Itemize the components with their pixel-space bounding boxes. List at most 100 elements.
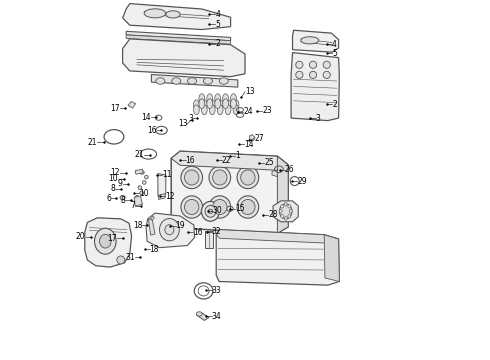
Text: 22: 22	[221, 156, 231, 165]
Ellipse shape	[95, 228, 116, 254]
Ellipse shape	[165, 225, 174, 235]
Ellipse shape	[185, 170, 199, 185]
Ellipse shape	[99, 234, 111, 248]
Text: 30: 30	[213, 206, 222, 215]
Ellipse shape	[237, 166, 259, 189]
Polygon shape	[128, 102, 136, 108]
Ellipse shape	[222, 94, 228, 104]
Ellipse shape	[225, 100, 231, 110]
Text: 31: 31	[125, 253, 135, 262]
Polygon shape	[151, 75, 238, 87]
Ellipse shape	[209, 157, 213, 161]
Ellipse shape	[194, 100, 199, 110]
Ellipse shape	[207, 99, 213, 109]
Ellipse shape	[144, 9, 166, 18]
Polygon shape	[126, 35, 231, 44]
Text: 5: 5	[216, 20, 220, 29]
Ellipse shape	[296, 61, 303, 68]
Ellipse shape	[233, 105, 239, 115]
Ellipse shape	[140, 171, 144, 174]
Ellipse shape	[172, 78, 181, 84]
Ellipse shape	[209, 166, 231, 189]
Polygon shape	[196, 312, 209, 320]
Ellipse shape	[209, 196, 231, 218]
Ellipse shape	[199, 99, 205, 109]
Text: 19: 19	[175, 221, 185, 230]
Ellipse shape	[194, 105, 199, 115]
Polygon shape	[272, 169, 285, 177]
Text: 17: 17	[108, 234, 117, 243]
Ellipse shape	[185, 199, 199, 215]
Text: 15: 15	[235, 204, 245, 213]
Text: 32: 32	[212, 228, 221, 237]
Polygon shape	[122, 39, 245, 77]
Text: 13: 13	[245, 87, 255, 96]
Ellipse shape	[288, 204, 291, 208]
Polygon shape	[146, 213, 195, 248]
Polygon shape	[216, 230, 339, 243]
Text: 12: 12	[165, 192, 174, 201]
Ellipse shape	[289, 210, 292, 213]
Ellipse shape	[241, 199, 255, 215]
Ellipse shape	[138, 201, 142, 204]
Text: 8: 8	[121, 196, 125, 204]
Ellipse shape	[138, 186, 142, 189]
Ellipse shape	[201, 202, 220, 221]
Ellipse shape	[201, 105, 207, 115]
Text: 16: 16	[193, 228, 202, 237]
Ellipse shape	[160, 219, 179, 241]
Ellipse shape	[208, 209, 213, 213]
Polygon shape	[151, 216, 154, 221]
Ellipse shape	[201, 100, 207, 110]
Text: 12: 12	[111, 168, 120, 177]
Text: 2: 2	[216, 40, 220, 49]
Ellipse shape	[222, 99, 228, 109]
Ellipse shape	[281, 215, 284, 218]
Ellipse shape	[156, 78, 165, 84]
Ellipse shape	[207, 94, 213, 104]
Polygon shape	[293, 30, 339, 52]
Ellipse shape	[279, 210, 282, 213]
Text: 14: 14	[244, 140, 253, 149]
Text: 21: 21	[88, 138, 98, 147]
Ellipse shape	[231, 99, 236, 109]
Ellipse shape	[323, 71, 330, 78]
Ellipse shape	[288, 215, 291, 218]
Ellipse shape	[166, 11, 180, 18]
Ellipse shape	[188, 78, 196, 84]
Text: 18: 18	[133, 220, 143, 230]
Text: 24: 24	[243, 107, 253, 116]
Text: 6: 6	[106, 194, 111, 202]
Ellipse shape	[145, 175, 148, 179]
Polygon shape	[126, 31, 231, 41]
Polygon shape	[122, 4, 231, 30]
Ellipse shape	[217, 100, 223, 110]
Polygon shape	[324, 235, 339, 282]
Text: 33: 33	[212, 286, 221, 294]
Polygon shape	[216, 230, 339, 285]
Text: 20: 20	[76, 233, 86, 242]
Text: 29: 29	[297, 177, 307, 186]
Ellipse shape	[215, 99, 220, 109]
Text: 4: 4	[332, 40, 337, 49]
Text: 9: 9	[118, 179, 122, 188]
Ellipse shape	[237, 196, 259, 218]
Ellipse shape	[310, 61, 317, 68]
Ellipse shape	[209, 100, 215, 110]
Ellipse shape	[135, 195, 139, 199]
Ellipse shape	[215, 94, 220, 104]
Ellipse shape	[140, 191, 144, 195]
Text: 1: 1	[235, 151, 240, 160]
Ellipse shape	[301, 37, 319, 44]
Text: 34: 34	[212, 312, 221, 321]
Ellipse shape	[181, 166, 202, 189]
Ellipse shape	[143, 181, 146, 184]
Polygon shape	[205, 231, 213, 248]
Text: 13: 13	[178, 120, 187, 129]
Text: 2: 2	[332, 100, 337, 109]
Ellipse shape	[203, 78, 213, 84]
Text: 10: 10	[108, 174, 118, 183]
Text: 23: 23	[262, 106, 272, 115]
Ellipse shape	[120, 195, 125, 200]
Text: 14: 14	[141, 112, 151, 122]
